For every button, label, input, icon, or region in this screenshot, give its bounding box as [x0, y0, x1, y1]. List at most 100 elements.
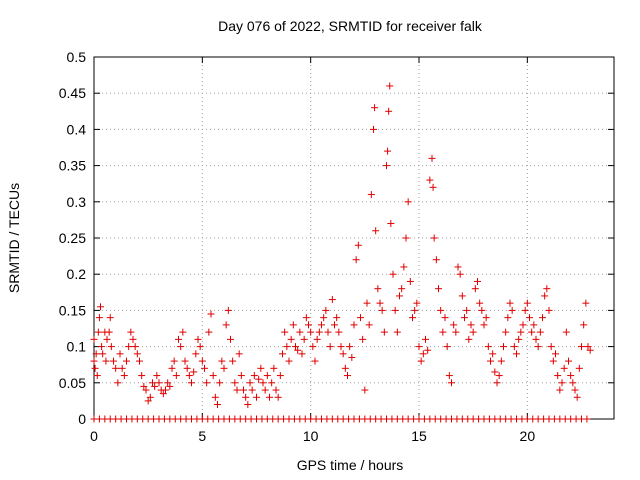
data-point	[237, 372, 245, 380]
data-point	[93, 372, 101, 380]
data-point	[103, 335, 111, 343]
data-point	[341, 364, 349, 372]
data-point	[311, 357, 319, 365]
data-point	[493, 379, 501, 387]
data-point	[471, 285, 479, 293]
data-point	[205, 328, 213, 336]
data-point	[151, 382, 159, 390]
data-point	[441, 314, 449, 322]
data-point	[580, 321, 588, 329]
data-point	[125, 343, 133, 351]
data-point	[554, 372, 562, 380]
data-point	[409, 314, 416, 322]
data-points	[90, 82, 594, 423]
y-tick-label: 0.35	[59, 158, 86, 174]
data-point	[476, 299, 484, 307]
data-point	[296, 328, 304, 336]
data-point	[584, 343, 592, 351]
data-point	[402, 234, 410, 242]
data-point	[367, 191, 375, 199]
data-point	[233, 386, 241, 394]
data-point	[478, 306, 486, 314]
data-point	[153, 372, 161, 380]
data-point	[140, 382, 148, 390]
data-point	[94, 328, 102, 336]
data-point	[445, 372, 453, 380]
data-point	[487, 357, 494, 365]
data-point	[519, 321, 527, 329]
data-point	[302, 314, 310, 322]
data-point	[253, 393, 260, 401]
data-point	[428, 154, 436, 162]
data-point	[562, 328, 570, 336]
data-point	[530, 321, 538, 329]
data-point	[541, 292, 549, 300]
data-point	[513, 350, 520, 358]
data-point	[127, 328, 135, 336]
data-point	[98, 343, 106, 351]
data-point	[95, 314, 103, 322]
data-point	[91, 364, 99, 372]
data-point	[547, 343, 555, 351]
data-point	[450, 321, 458, 329]
data-point	[322, 306, 330, 314]
data-point	[386, 82, 394, 90]
data-point	[469, 328, 477, 336]
data-point	[534, 343, 542, 351]
data-point	[482, 314, 490, 322]
data-point	[90, 357, 98, 365]
data-point	[209, 372, 217, 380]
data-point	[430, 234, 438, 242]
data-point	[424, 346, 432, 354]
data-point	[383, 162, 390, 170]
data-point	[211, 393, 219, 401]
data-point	[259, 379, 267, 387]
data-point	[350, 321, 358, 329]
data-point	[415, 343, 423, 351]
data-point	[220, 364, 228, 372]
data-point	[285, 357, 293, 365]
data-point	[437, 306, 445, 314]
data-point	[324, 328, 332, 336]
data-point	[337, 343, 345, 351]
data-point	[333, 314, 341, 322]
data-point	[543, 285, 551, 293]
data-point	[393, 328, 401, 336]
data-point	[359, 335, 367, 343]
y-tick-label: 0.2	[67, 266, 87, 282]
data-point	[480, 321, 488, 329]
data-point	[508, 306, 516, 314]
data-point	[384, 147, 392, 155]
data-point	[298, 350, 306, 358]
data-point	[380, 328, 388, 336]
data-point	[114, 379, 122, 387]
data-point	[484, 343, 492, 351]
data-point	[448, 379, 455, 387]
data-point	[458, 292, 466, 300]
data-point	[417, 357, 425, 365]
data-point	[131, 343, 139, 351]
data-point	[461, 314, 468, 322]
data-point	[149, 379, 156, 387]
data-point	[183, 364, 191, 372]
x-axis: 0 5 10 15 20	[90, 57, 535, 444]
data-point	[136, 357, 143, 365]
data-point	[177, 343, 185, 351]
y-tick-label: 0.4	[67, 121, 87, 137]
data-point	[162, 386, 169, 394]
data-point	[198, 357, 206, 365]
data-point	[261, 386, 269, 394]
data-point	[123, 357, 130, 365]
data-point	[172, 372, 180, 380]
data-point	[144, 397, 152, 405]
data-point	[491, 368, 499, 376]
data-point	[248, 386, 256, 394]
data-point	[166, 382, 174, 390]
data-point	[545, 306, 553, 314]
data-point	[246, 379, 254, 387]
data-point	[510, 343, 518, 351]
data-point	[107, 343, 115, 351]
data-point	[294, 346, 302, 354]
data-point	[348, 353, 356, 361]
